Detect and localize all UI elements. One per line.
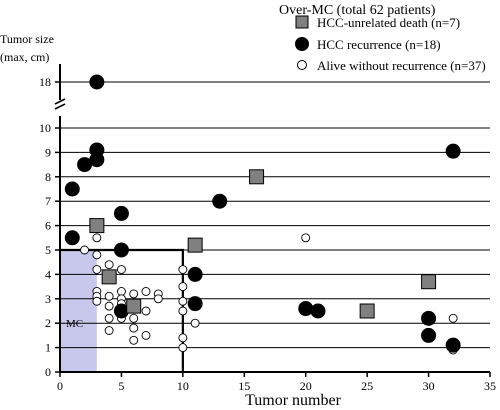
point-alive-without-recurrence-12 bbox=[116, 265, 126, 274]
legend-label-hcc-recurrence: HCC recurrence (n=18) bbox=[317, 37, 441, 52]
point-hcc-recurrence-5 bbox=[113, 205, 129, 221]
y-tick-label-3: 3 bbox=[45, 292, 51, 306]
y-tick-label-1: 1 bbox=[45, 341, 51, 355]
legend-filled-circle-marker bbox=[295, 37, 309, 51]
point-alive-without-recurrence-23 bbox=[141, 330, 151, 340]
y-tick-label-9: 9 bbox=[45, 145, 51, 159]
point-hcc-recurrence-0 bbox=[89, 74, 105, 90]
y-axis-break-mark-1 bbox=[54, 98, 66, 105]
point-alive-without-recurrence-1 bbox=[92, 233, 102, 243]
point-alive-without-recurrence-17 bbox=[129, 289, 139, 299]
x-tick-label-15: 15 bbox=[238, 379, 250, 393]
y-tick-label-2: 2 bbox=[45, 316, 51, 330]
y-tick-label-6: 6 bbox=[45, 219, 51, 233]
point-alive-without-recurrence-20 bbox=[129, 335, 139, 345]
y-tick-label-4: 4 bbox=[45, 267, 51, 281]
point-alive-without-recurrence-31 bbox=[178, 343, 188, 353]
y-tick-label-5: 5 bbox=[45, 243, 51, 257]
legend-label-hcc-unrelated-death: HCC-unrelated death (n=7) bbox=[317, 15, 460, 30]
point-hcc-recurrence-7 bbox=[113, 242, 129, 258]
point-hcc-recurrence-4 bbox=[64, 181, 80, 197]
legend-label-alive-without-recurrence: Alive without recurrence (n=37) bbox=[317, 58, 486, 73]
point-alive-without-recurrence-25 bbox=[153, 294, 163, 304]
point-alive-without-recurrence-29 bbox=[178, 306, 188, 316]
point-hcc-recurrence-17 bbox=[445, 143, 461, 159]
point-hcc-recurrence-12 bbox=[298, 301, 314, 317]
point-hcc-recurrence-11 bbox=[212, 193, 228, 209]
x-tick-label-35: 35 bbox=[484, 379, 496, 393]
point-alive-without-recurrence-19 bbox=[129, 323, 139, 333]
point-alive-without-recurrence-3 bbox=[92, 265, 102, 274]
point-alive-without-recurrence-34 bbox=[301, 233, 311, 243]
legend-square-marker bbox=[295, 15, 309, 29]
x-tick-label-30: 30 bbox=[423, 379, 435, 393]
point-hcc-unrelated-death-6 bbox=[421, 274, 437, 290]
point-hcc-recurrence-10 bbox=[187, 266, 203, 282]
point-hcc-unrelated-death-0 bbox=[89, 218, 105, 234]
point-hcc-unrelated-death-4 bbox=[249, 169, 265, 185]
point-alive-without-recurrence-7 bbox=[104, 260, 114, 270]
y-axis-title-line-2: (max, cm) bbox=[0, 50, 49, 64]
point-alive-without-recurrence-28 bbox=[178, 296, 188, 306]
point-hcc-unrelated-death-2 bbox=[126, 298, 142, 314]
point-alive-without-recurrence-27 bbox=[178, 282, 188, 292]
point-alive-without-recurrence-0 bbox=[80, 245, 90, 255]
point-alive-without-recurrence-8 bbox=[104, 291, 114, 301]
point-alive-without-recurrence-30 bbox=[178, 333, 188, 343]
point-hcc-recurrence-15 bbox=[421, 327, 437, 343]
x-tick-label-0: 0 bbox=[57, 379, 63, 393]
y-tick-label-10: 10 bbox=[39, 121, 51, 135]
point-alive-without-recurrence-13 bbox=[116, 287, 126, 296]
point-hcc-recurrence-6 bbox=[64, 230, 80, 246]
y-tick-label-18: 18 bbox=[39, 75, 51, 89]
point-hcc-unrelated-death-3 bbox=[187, 237, 203, 253]
y-tick-label-7: 7 bbox=[45, 194, 51, 208]
point-hcc-recurrence-9 bbox=[187, 296, 203, 312]
point-hcc-recurrence-13 bbox=[310, 303, 326, 319]
point-hcc-unrelated-death-5 bbox=[359, 303, 375, 319]
point-alive-without-recurrence-26 bbox=[178, 265, 188, 274]
point-alive-without-recurrence-9 bbox=[104, 301, 114, 311]
point-alive-without-recurrence-11 bbox=[104, 326, 114, 335]
y-tick-label-0: 0 bbox=[45, 365, 51, 379]
legend-title: Over-MC (total 62 patients) bbox=[279, 3, 436, 18]
over-mc-boundary-box bbox=[60, 248, 184, 372]
point-alive-without-recurrence-22 bbox=[141, 306, 151, 316]
plot-area: MC 0 1 2 3 4 5 6 7 8 9 10 18 0 5 10 15 20 25 30 35 bbox=[39, 64, 496, 393]
mc-region bbox=[60, 250, 97, 372]
x-axis-title: Tumor number bbox=[245, 392, 342, 409]
mc-region-label: MC bbox=[66, 318, 83, 330]
point-alive-without-recurrence-21 bbox=[141, 287, 151, 296]
legend-open-circle-marker bbox=[297, 60, 307, 70]
point-hcc-unrelated-death-1 bbox=[101, 269, 117, 285]
point-alive-without-recurrence-2 bbox=[92, 250, 102, 260]
point-alive-without-recurrence-35 bbox=[448, 313, 458, 323]
legend: Over-MC (total 62 patients) HCC-unrelate… bbox=[279, 3, 486, 73]
x-tick-label-10: 10 bbox=[177, 379, 189, 393]
point-hcc-recurrence-14 bbox=[421, 310, 437, 326]
x-tick-label-20: 20 bbox=[300, 379, 312, 393]
point-hcc-recurrence-3 bbox=[77, 157, 93, 173]
point-hcc-recurrence-16 bbox=[445, 337, 461, 353]
point-alive-without-recurrence-10 bbox=[104, 313, 114, 323]
point-alive-without-recurrence-6 bbox=[92, 296, 102, 306]
y-axis-break-mark-2 bbox=[54, 103, 66, 110]
x-tick-label-25: 25 bbox=[361, 379, 373, 393]
y-tick-label-8: 8 bbox=[45, 170, 51, 184]
point-alive-without-recurrence-33 bbox=[190, 318, 200, 328]
point-alive-without-recurrence-18 bbox=[129, 313, 139, 323]
x-tick-label-5: 5 bbox=[118, 379, 124, 393]
y-axis-title-line-1: Tumor size bbox=[0, 32, 54, 46]
